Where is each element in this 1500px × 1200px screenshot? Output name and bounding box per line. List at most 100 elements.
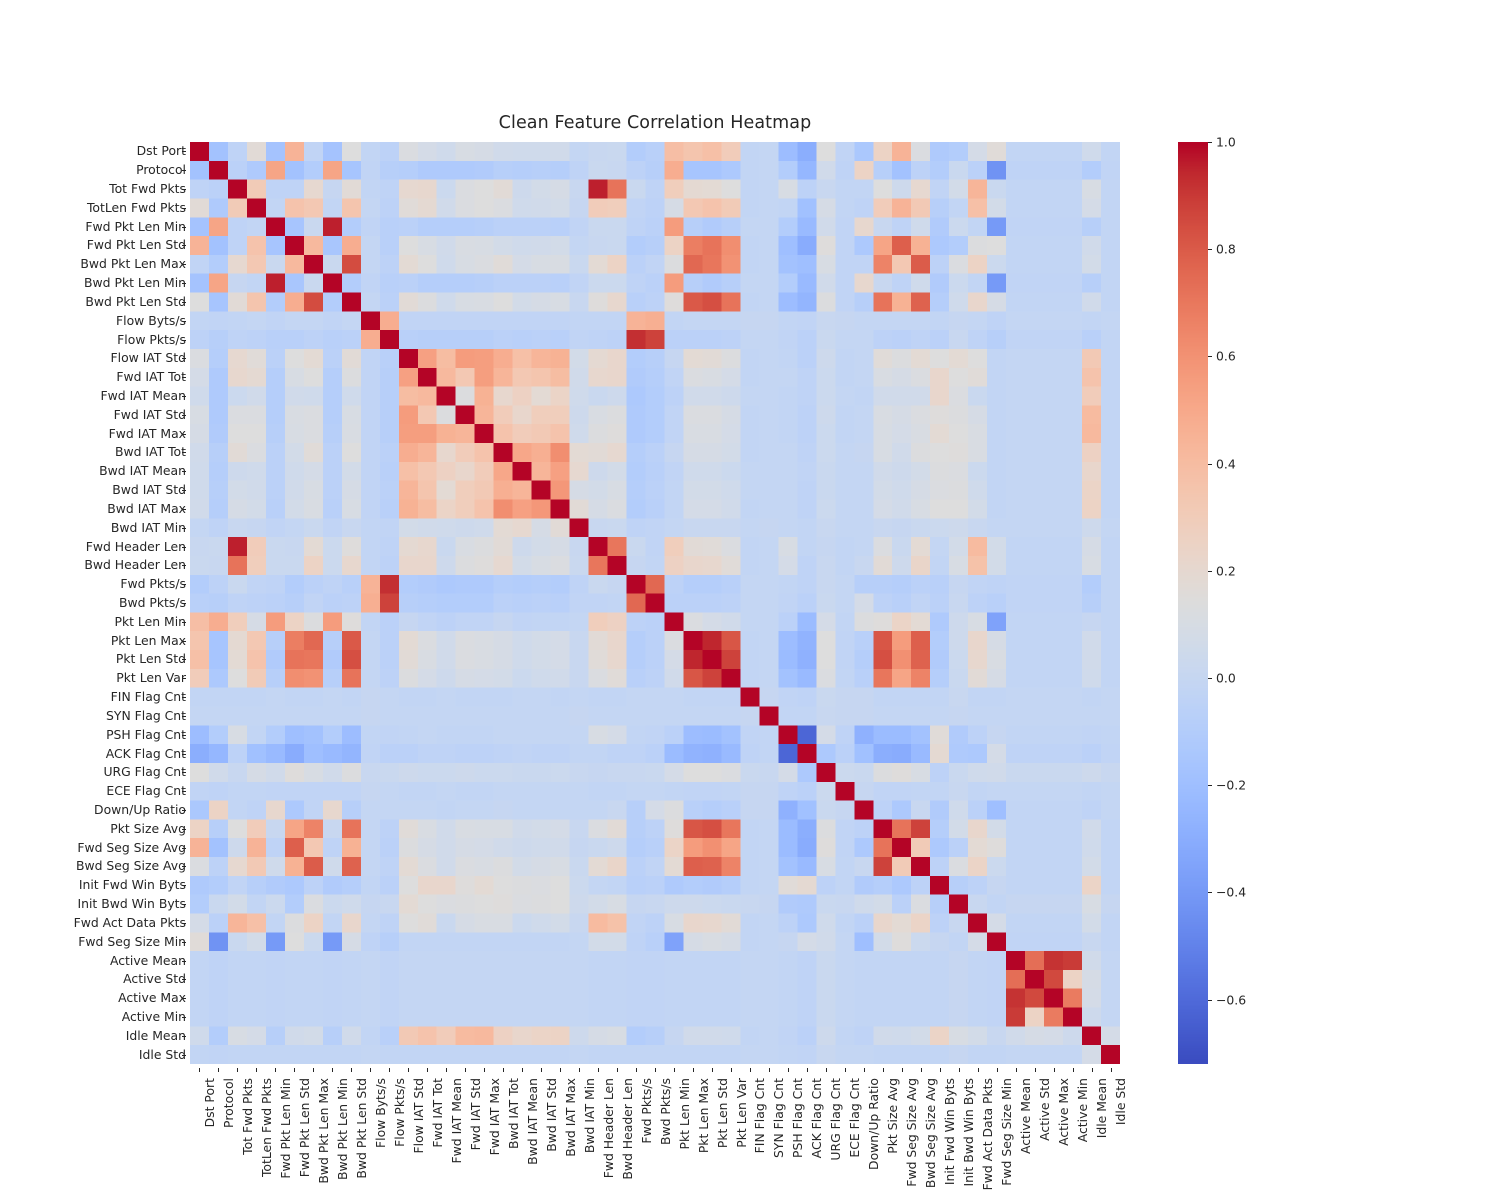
x-tick-mark (673, 1068, 675, 1072)
y-tick-mark (182, 772, 186, 774)
x-tick-mark (692, 1068, 694, 1072)
y-tick-mark (182, 433, 186, 435)
y-tick-label: Pkt Len Min (114, 613, 186, 629)
y-tick-mark (182, 245, 186, 247)
y-tick-label: Bwd Pkt Len Min (84, 274, 186, 290)
x-tick-mark (1110, 1068, 1112, 1072)
y-tick-label: FIN Flag Cnt (110, 688, 186, 704)
x-tick-label: Flow Pkts/s (391, 1078, 407, 1147)
y-tick-mark (182, 715, 186, 717)
y-tick-label: ECE Flag Cnt (106, 782, 186, 798)
x-tick-mark (1091, 1068, 1093, 1072)
colorbar-tick-mark (1208, 463, 1212, 465)
y-tick-mark (182, 490, 186, 492)
x-tick-mark (389, 1068, 391, 1072)
x-tick-label: Protocol (221, 1078, 237, 1128)
x-tick-label: Flow IAT Std (410, 1078, 426, 1154)
y-tick-mark (182, 941, 186, 943)
y-tick-mark (182, 697, 186, 699)
x-tick-label: Pkt Len Std (714, 1078, 730, 1149)
x-tick-label: Flow Byts/s (372, 1078, 388, 1148)
y-tick-mark (182, 791, 186, 793)
x-tick-label: Pkt Len Var (733, 1078, 749, 1148)
x-tick-mark (256, 1068, 258, 1072)
y-tick-label: Active Min (121, 1008, 186, 1024)
x-tick-label: Fwd IAT Tot (429, 1078, 445, 1148)
x-tick-label: FIN Flag Cnt (752, 1078, 768, 1154)
y-tick-label: Flow IAT Std (110, 350, 187, 366)
y-tick-mark (182, 471, 186, 473)
x-tick-mark (617, 1068, 619, 1072)
heatmap-cells (190, 142, 1120, 1064)
y-tick-mark (182, 301, 186, 303)
y-tick-mark (182, 640, 186, 642)
x-tick-mark (996, 1068, 998, 1072)
y-tick-mark (182, 508, 186, 510)
y-tick-mark (182, 377, 186, 379)
y-tick-label: SYN Flag Cnt (106, 707, 186, 723)
y-tick-label: Bwd IAT Std (112, 481, 186, 497)
x-tick-mark (218, 1068, 220, 1072)
x-tick-label: Fwd Seg Size Avg (904, 1078, 920, 1187)
x-tick-mark (560, 1068, 562, 1072)
y-tick-mark (182, 847, 186, 849)
correlation-heatmap[interactable] (190, 142, 1120, 1064)
x-tick-label: Init Bwd Win Byts (961, 1078, 977, 1187)
x-tick-label: Fwd Header Len (600, 1078, 616, 1179)
x-tick-label: Bwd IAT Max (562, 1078, 578, 1157)
colorbar-tick-labels: 1.0 0.8 0.6 0.4 0.2 0.0 −0.2 −0.4 −0.6 (1208, 135, 1298, 1064)
x-tick-mark (825, 1068, 827, 1072)
colorbar-tick-label: 0.0 (1216, 670, 1236, 686)
y-tick-label: Fwd IAT Mean (100, 387, 187, 403)
x-tick-label: Bwd Pkts/s (657, 1078, 673, 1146)
x-tick-mark (730, 1068, 732, 1072)
x-tick-label: Pkt Len Max (695, 1078, 711, 1154)
y-tick-label: Dst Port (136, 143, 186, 159)
x-tick-mark (1072, 1068, 1074, 1072)
y-tick-label: Bwd Pkt Len Max (80, 256, 186, 272)
x-tick-mark (351, 1068, 353, 1072)
x-tick-mark (806, 1068, 808, 1072)
x-tick-mark (882, 1068, 884, 1072)
colorbar-tick-mark (1208, 142, 1212, 143)
y-tick-mark (182, 339, 186, 341)
x-tick-mark (237, 1068, 239, 1072)
y-tick-label: Bwd Pkts/s (118, 594, 186, 610)
x-tick-label: Active Std (1037, 1078, 1053, 1141)
y-tick-mark (182, 753, 186, 755)
x-tick-mark (522, 1068, 524, 1072)
x-tick-mark (294, 1068, 296, 1072)
x-tick-label: Idle Mean (1094, 1078, 1110, 1139)
x-tick-label: Bwd Seg Size Avg (923, 1078, 939, 1189)
y-tick-label: Active Mean (109, 952, 186, 968)
y-tick-label: Fwd IAT Tot (116, 369, 186, 384)
x-tick-mark (655, 1068, 656, 1072)
y-tick-mark (182, 1016, 186, 1018)
y-tick-mark (182, 546, 186, 548)
x-tick-label: Fwd IAT Mean (448, 1078, 464, 1164)
y-axis-tick-labels: Dst Port Protocol Tot Fwd Pkts TotLen Fwd P… (0, 142, 186, 1064)
y-tick-label: Fwd IAT Max (108, 425, 186, 441)
x-tick-label: Idle Std (1113, 1078, 1129, 1126)
colorbar-tick-label: 1.0 (1216, 134, 1236, 150)
y-tick-mark (182, 659, 186, 661)
y-tick-label: Active Std (123, 971, 186, 987)
y-tick-mark (182, 998, 186, 1000)
x-tick-mark (313, 1068, 315, 1072)
y-tick-mark (182, 960, 186, 962)
y-tick-mark (182, 1054, 186, 1056)
x-tick-mark (465, 1068, 467, 1072)
y-tick-label: Fwd Act Data Pkts (73, 914, 186, 930)
x-tick-label: URG Flag Cnt (828, 1078, 844, 1161)
chart-title: Clean Feature Correlation Heatmap (498, 113, 812, 133)
x-tick-mark (901, 1068, 903, 1072)
y-tick-label: Fwd Pkts/s (120, 575, 186, 591)
x-tick-mark (636, 1068, 638, 1072)
y-tick-mark (182, 828, 186, 830)
x-tick-mark (1053, 1068, 1055, 1072)
y-tick-mark (182, 320, 186, 322)
y-tick-label: Pkt Len Max (110, 632, 186, 648)
y-tick-label: Flow Byts/s (116, 312, 186, 328)
x-tick-mark (958, 1068, 960, 1072)
x-tick-mark (977, 1068, 979, 1072)
